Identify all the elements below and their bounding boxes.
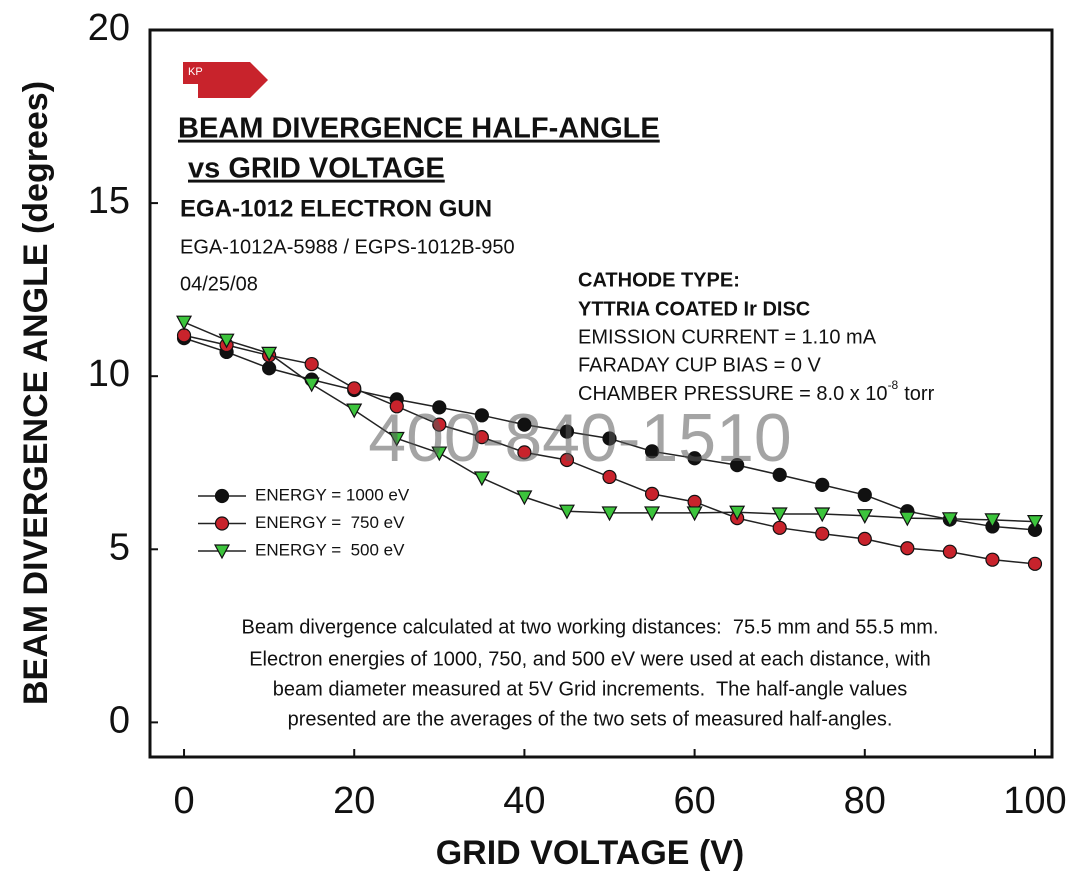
logo [183,62,268,98]
data-point [559,452,575,468]
data-point [729,505,746,521]
x-tick-label: 100 [1003,780,1066,822]
data-point [474,408,489,423]
data-point [432,417,447,432]
data-point [772,520,787,535]
data-point [474,430,489,445]
data-point [730,458,745,473]
x-tick-label: 20 [333,780,375,822]
y-tick-label: 5 [109,526,130,568]
watermark: 400-840-1510 [368,400,791,476]
cathode-type: YTTRIA COATED Ir DISC [578,298,810,320]
y-tick-label: 10 [88,353,130,395]
data-point [771,507,788,523]
data-point [815,477,830,492]
data-point [602,431,617,446]
x-axis-label: GRID VOLTAGE (V) [436,834,745,872]
data-point [602,469,617,485]
x-tick-label: 0 [173,780,194,822]
data-point [517,417,532,432]
data-point [985,552,1000,567]
pressure-text: CHAMBER PRESSURE = 8.0 x 10 [578,383,888,405]
x-tick-label: 60 [673,780,715,822]
data-point [686,506,703,522]
y-tick-label: 20 [88,7,130,49]
date: 04/25/08 [180,273,258,295]
data-point [431,446,448,462]
data-point [856,509,873,524]
data-point [262,361,277,376]
data-point [1026,514,1043,530]
data-point [346,403,363,419]
data-point [303,377,320,393]
data-point [644,506,661,522]
x-tick-label: 40 [503,780,545,822]
data-point [261,346,278,362]
data-point [389,399,404,414]
legend-label: ENERGY = 1000 eV [255,485,410,504]
note: Beam divergence calculated at two workin… [241,616,938,638]
data-point [218,333,235,349]
data-point [1027,556,1043,571]
data-point [176,315,193,331]
legend-marker [213,544,231,560]
data-point [601,506,618,522]
plot-frame [148,28,1054,759]
condition: EMISSION CURRENT = 1.10 mA [578,326,877,348]
data-point [644,444,660,459]
condition: FARADAY CUP BIAS = 0 V [578,354,822,376]
pressure: CHAMBER PRESSURE = 8.0 x 10-8 torr [578,378,935,405]
note: Electron energies of 1000, 750, and 500 … [249,648,931,670]
data-point [899,511,916,527]
cathode-label: CATHODE TYPE: [578,269,740,291]
y-tick-label: 15 [88,180,130,222]
title-line2: vs GRID VOLTAGE [188,153,445,185]
legend-marker [214,516,230,531]
logo-text: KP [188,66,203,78]
note: beam diameter measured at 5V Grid increm… [273,678,907,700]
pressure-exponent: -8 [888,378,899,392]
data-point [388,431,405,447]
data-point [857,487,872,503]
data-point [815,526,830,541]
data-point [772,467,787,482]
note: presented are the averages of the two se… [288,708,893,730]
model: EGA-1012A-5988 / EGPS-1012B-950 [180,236,515,258]
data-point [814,507,831,523]
y-tick-label: 0 [109,699,130,741]
data-point [942,544,957,559]
data-point [941,512,958,528]
data-point [347,381,362,396]
data-point [984,513,1001,529]
data-point [516,490,533,506]
data-point [176,328,192,343]
data-point [473,471,490,487]
y-axis-label: BEAM DIVERGENCE ANGLE (degrees) [17,81,55,705]
data-point [900,541,915,556]
pressure-unit: torr [904,383,934,405]
data-point [644,486,660,501]
data-point [559,424,575,439]
legend-label: ENERGY = 500 eV [255,540,405,559]
data-point [517,445,532,460]
plot-area: 0 5 10 15 20 0 20 40 60 80 100 ENERGY = 1000 eV ENER… [88,7,1067,822]
data-point [857,531,872,547]
data-point [432,400,447,415]
data-point [687,451,702,466]
x-tick-label: 80 [844,780,886,822]
data-point [558,504,575,520]
legend-marker [214,488,230,504]
data-point [304,356,319,372]
subtitle: EGA-1012 ELECTRON GUN [180,195,492,222]
title: BEAM DIVERGENCE HALF-ANGLE [178,113,660,145]
legend-label: ENERGY = 750 eV [255,513,405,532]
